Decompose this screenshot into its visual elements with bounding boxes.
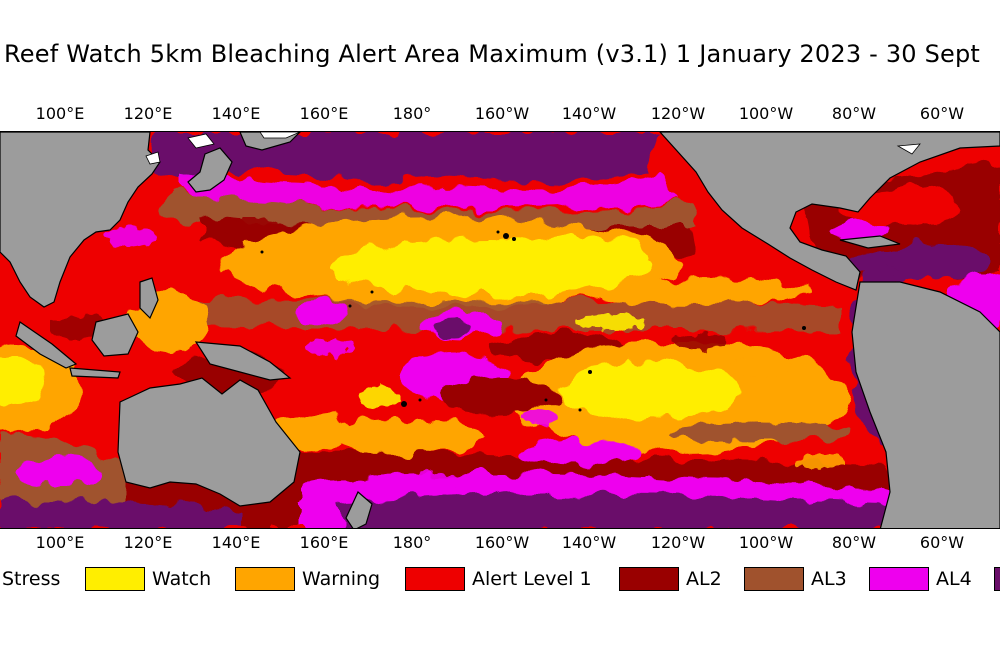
- map-title: Reef Watch 5km Bleaching Alert Area Maxi…: [4, 40, 981, 68]
- watch-indian-ocean: [0, 357, 45, 407]
- lon-label: 120°E: [123, 104, 173, 123]
- al5-equator-west: [430, 322, 474, 336]
- lon-label: 120°E: [123, 533, 173, 552]
- legend-swatch-al5: [994, 567, 1000, 591]
- lon-label: 140°E: [211, 533, 261, 552]
- legend-label-alert-level-1: Alert Level 1: [472, 568, 592, 590]
- legend-label-al3: AL3: [811, 568, 847, 590]
- top-longitude-axis: 100°E 120°E 140°E 160°E 180° 160°W 140°W…: [0, 104, 1000, 126]
- lon-label: 160°E: [299, 533, 349, 552]
- al3-south-east: [670, 422, 850, 442]
- legend-swatch-al2: [619, 567, 679, 591]
- lon-label: 140°W: [561, 533, 617, 552]
- australia-land: [117, 377, 301, 507]
- band-al3-north: [160, 192, 700, 231]
- lon-label: 160°W: [474, 104, 530, 123]
- lon-label: 140°W: [561, 104, 617, 123]
- lon-label: 100°W: [738, 533, 794, 552]
- band-al4-north: [180, 172, 680, 209]
- al4-south-mid: [520, 440, 640, 464]
- no-stress-patch: [145, 151, 161, 165]
- java-land: [69, 367, 121, 379]
- legend-label-warning: Warning: [302, 568, 381, 590]
- no-stress-patches: [145, 132, 921, 165]
- no-stress-patch: [259, 132, 301, 139]
- island-markers: [260, 230, 806, 412]
- philippines-land: [139, 277, 159, 320]
- lon-label: 60°W: [919, 104, 965, 123]
- band-al5-south: [340, 493, 900, 528]
- lon-label: 100°E: [35, 104, 85, 123]
- bottom-longitude-axis: 100°E 120°E 140°E 160°E 180° 160°W 140°W…: [0, 533, 1000, 555]
- no-stress-patch: [187, 133, 215, 149]
- lon-label: 100°E: [35, 533, 85, 552]
- al4-equator-far-west: [294, 301, 350, 323]
- legend-label-watch: Watch: [152, 568, 212, 590]
- legend-swatch-warning: [235, 567, 295, 591]
- bleaching-alert-map: [0, 131, 1000, 529]
- new-zealand-land: [345, 491, 373, 528]
- lon-label: 180°: [392, 104, 432, 123]
- lon-label: 120°W: [650, 104, 706, 123]
- watch-south-pacific: [560, 360, 740, 420]
- map-canvas: [0, 132, 1000, 528]
- sumatra-land: [15, 321, 78, 369]
- asia-land: [0, 132, 161, 308]
- south-america-land: [851, 281, 1000, 528]
- north-america-land: [659, 132, 1000, 291]
- legend-label-al2: AL2: [686, 568, 722, 590]
- warning-south-west: [320, 419, 480, 455]
- lon-label: 60°W: [919, 533, 965, 552]
- legend: Stress Watch Warning Alert Level 1 AL2 A…: [0, 565, 1000, 595]
- al4-indian-south: [15, 458, 105, 486]
- no-stress-patch: [896, 143, 921, 155]
- lon-label: 160°E: [299, 104, 349, 123]
- band-al5-indian-south: [0, 501, 240, 528]
- lon-label: 160°W: [474, 533, 530, 552]
- new-guinea-land: [194, 341, 292, 381]
- japan-land: [187, 147, 233, 193]
- legend-swatch-watch: [85, 567, 145, 591]
- warning-equator-east: [590, 280, 810, 304]
- lon-label: 180°: [392, 533, 432, 552]
- watch-north-pacific-east: [510, 235, 650, 279]
- lon-label: 100°W: [738, 104, 794, 123]
- legend-swatch-alert-level-1: [405, 567, 465, 591]
- caribbean-islands-land: [839, 235, 901, 249]
- lon-label: 80°W: [831, 533, 877, 552]
- legend-label-al4: AL4: [936, 568, 972, 590]
- legend-swatch-al4: [869, 567, 929, 591]
- land-masses: [0, 132, 1000, 528]
- speckle-patches: [50, 217, 845, 492]
- legend-swatch-al3: [744, 567, 804, 591]
- al2-south-central: [440, 379, 560, 415]
- borneo-land: [91, 313, 139, 357]
- lon-label: 140°E: [211, 104, 261, 123]
- lon-label: 80°W: [831, 104, 877, 123]
- lon-label: 120°W: [650, 533, 706, 552]
- alert-bands: [0, 132, 1000, 528]
- legend-label-stress: Stress: [2, 568, 61, 590]
